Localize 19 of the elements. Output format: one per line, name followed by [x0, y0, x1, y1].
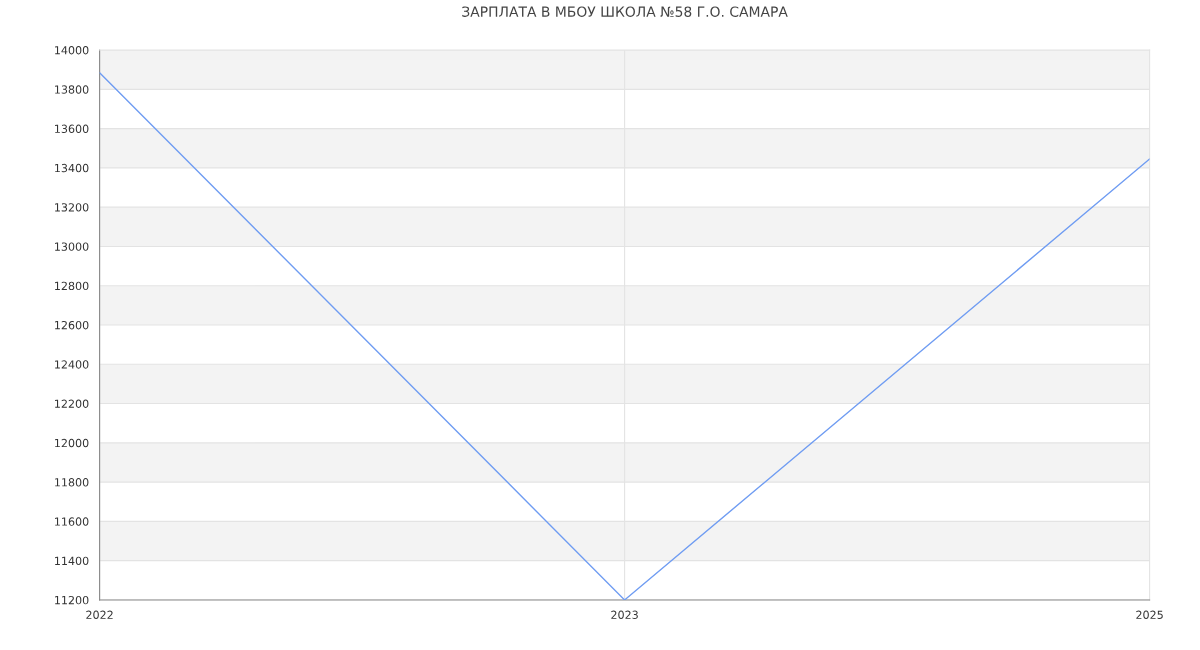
y-tick-label: 13000: [55, 242, 89, 251]
y-tick-label: 13800: [55, 85, 89, 94]
y-tick-label: 13600: [55, 124, 89, 133]
y-tick-label: 12600: [55, 320, 89, 330]
x-tick-label: 2023: [611, 610, 638, 619]
y-tick-label: 11800: [55, 478, 89, 487]
y-tick-label: 12200: [55, 399, 89, 408]
y-tick-label: 13400: [55, 163, 89, 173]
chart-title: ЗАРПЛАТА В МБОУ ШКОЛА №58 Г.О. САМАРА: [462, 6, 788, 17]
y-tick-label: 12000: [55, 438, 89, 448]
y-tick-label: 12400: [55, 360, 89, 369]
y-tick-label: 13200: [55, 203, 89, 212]
y-tick-label: 11600: [55, 517, 89, 526]
y-tick-label: 11200: [55, 595, 89, 605]
y-tick-label: 14000: [55, 46, 89, 55]
y-tick-label: 11400: [55, 556, 89, 566]
x-tick-label: 2022: [86, 610, 113, 619]
y-tick-label: 12800: [55, 281, 89, 291]
x-tick-label: 2025: [1136, 610, 1163, 619]
